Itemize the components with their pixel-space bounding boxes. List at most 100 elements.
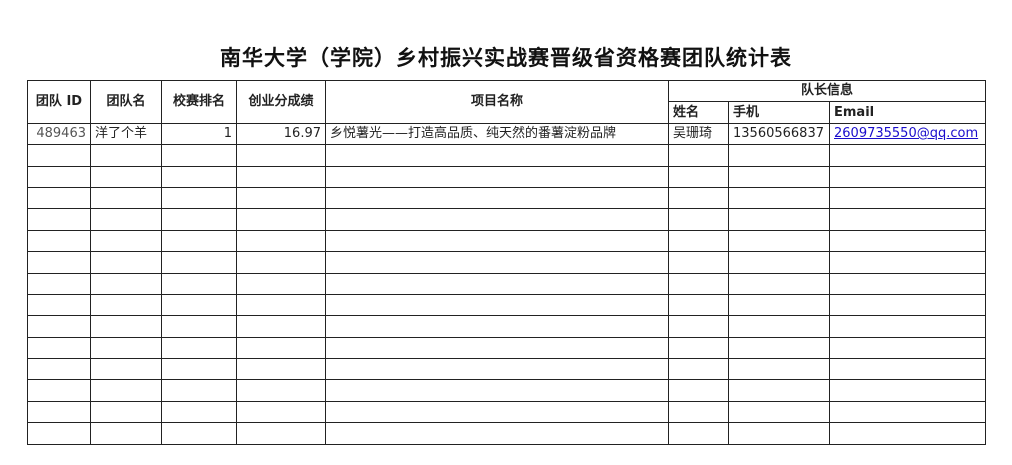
empty-cell [161, 293, 237, 317]
empty-cell [728, 272, 830, 295]
empty-cell [325, 251, 669, 274]
empty-cell [828, 422, 987, 445]
empty-cell [325, 186, 669, 210]
empty-cell [325, 144, 669, 167]
header-score: 创业分成绩 [236, 80, 326, 124]
empty-cell [828, 251, 987, 274]
empty-cell [668, 315, 729, 338]
header-leader-name: 姓名 [668, 101, 729, 124]
empty-cell [27, 165, 91, 188]
cell-leader-name: 吴珊琦 [668, 122, 729, 146]
empty-cell [728, 358, 830, 381]
page-title: 南华大学（学院）乡村振兴实战赛晋级省资格赛团队统计表 [220, 46, 792, 70]
empty-cell [236, 165, 326, 188]
empty-cell [828, 208, 987, 231]
empty-cell [828, 186, 987, 210]
empty-cell [161, 251, 237, 274]
empty-cell [668, 144, 729, 167]
empty-cell [27, 186, 91, 210]
empty-cell [668, 272, 729, 295]
empty-cell [236, 422, 326, 445]
empty-cell [236, 336, 326, 360]
empty-cell [236, 229, 326, 253]
empty-cell [325, 336, 669, 360]
cell-rank: 1 [161, 122, 237, 146]
empty-cell [161, 379, 237, 402]
empty-cell [728, 336, 830, 360]
empty-cell [161, 272, 237, 295]
empty-cell [668, 379, 729, 402]
empty-row [27, 144, 987, 167]
empty-cell [728, 229, 830, 253]
empty-row [27, 422, 987, 445]
empty-cell [161, 422, 237, 445]
empty-row [27, 229, 987, 253]
empty-cell [668, 358, 729, 381]
empty-row [27, 400, 987, 424]
empty-cell [325, 422, 669, 445]
empty-cell [828, 315, 987, 338]
empty-row [27, 379, 987, 402]
empty-cell [90, 293, 162, 317]
empty-cell [325, 315, 669, 338]
empty-cell [161, 358, 237, 381]
empty-cell [236, 293, 326, 317]
empty-cell [236, 400, 326, 424]
empty-row [27, 165, 987, 188]
empty-row [27, 186, 987, 210]
empty-cell [27, 315, 91, 338]
empty-cell [90, 208, 162, 231]
empty-cell [161, 208, 237, 231]
empty-cell [728, 293, 830, 317]
empty-row [27, 272, 987, 295]
empty-cell [828, 358, 987, 381]
header-rank: 校赛排名 [161, 80, 237, 124]
empty-cell [325, 379, 669, 402]
empty-cell [27, 358, 91, 381]
empty-cell [90, 379, 162, 402]
empty-row [27, 315, 987, 338]
empty-cell [668, 422, 729, 445]
empty-cell [828, 144, 987, 167]
empty-cell [728, 422, 830, 445]
empty-cell [828, 336, 987, 360]
empty-cell [161, 336, 237, 360]
cell-phone: 13560566837 [728, 122, 830, 146]
team-stats-table: 团队 ID 团队名 校赛排名 创业分成绩 项目名称 队长信息 姓名 手机 Ema… [27, 79, 987, 445]
email-link[interactable]: 2609735550@qq.com [834, 125, 979, 141]
header-project: 项目名称 [325, 80, 669, 124]
empty-cell [236, 208, 326, 231]
header-team-name: 团队名 [90, 80, 162, 124]
empty-cell [161, 165, 237, 188]
header-team-id: 团队 ID [27, 80, 91, 124]
empty-cell [668, 400, 729, 424]
empty-cell [668, 208, 729, 231]
empty-cell [161, 186, 237, 210]
empty-cell [27, 293, 91, 317]
empty-cell [828, 379, 987, 402]
empty-cell [27, 272, 91, 295]
empty-row [27, 251, 987, 274]
empty-cell [27, 400, 91, 424]
empty-cell [27, 422, 91, 445]
empty-cell [90, 229, 162, 253]
empty-cell [668, 251, 729, 274]
empty-cell [828, 229, 987, 253]
empty-cell [90, 186, 162, 210]
empty-cell [728, 400, 830, 424]
cell-score: 16.97 [236, 122, 326, 146]
empty-cell [90, 336, 162, 360]
header-leader-info: 队长信息 [667, 79, 987, 103]
empty-cell [828, 293, 987, 317]
empty-cell [27, 229, 91, 253]
empty-cell [325, 358, 669, 381]
empty-cell [161, 229, 237, 253]
empty-cell [325, 400, 669, 424]
empty-row [27, 358, 987, 381]
empty-cell [668, 186, 729, 210]
empty-cell [161, 315, 237, 338]
empty-cell [325, 208, 669, 231]
empty-cell [236, 186, 326, 210]
empty-cell [728, 144, 830, 167]
cell-email: 2609735550@qq.com [828, 122, 987, 146]
